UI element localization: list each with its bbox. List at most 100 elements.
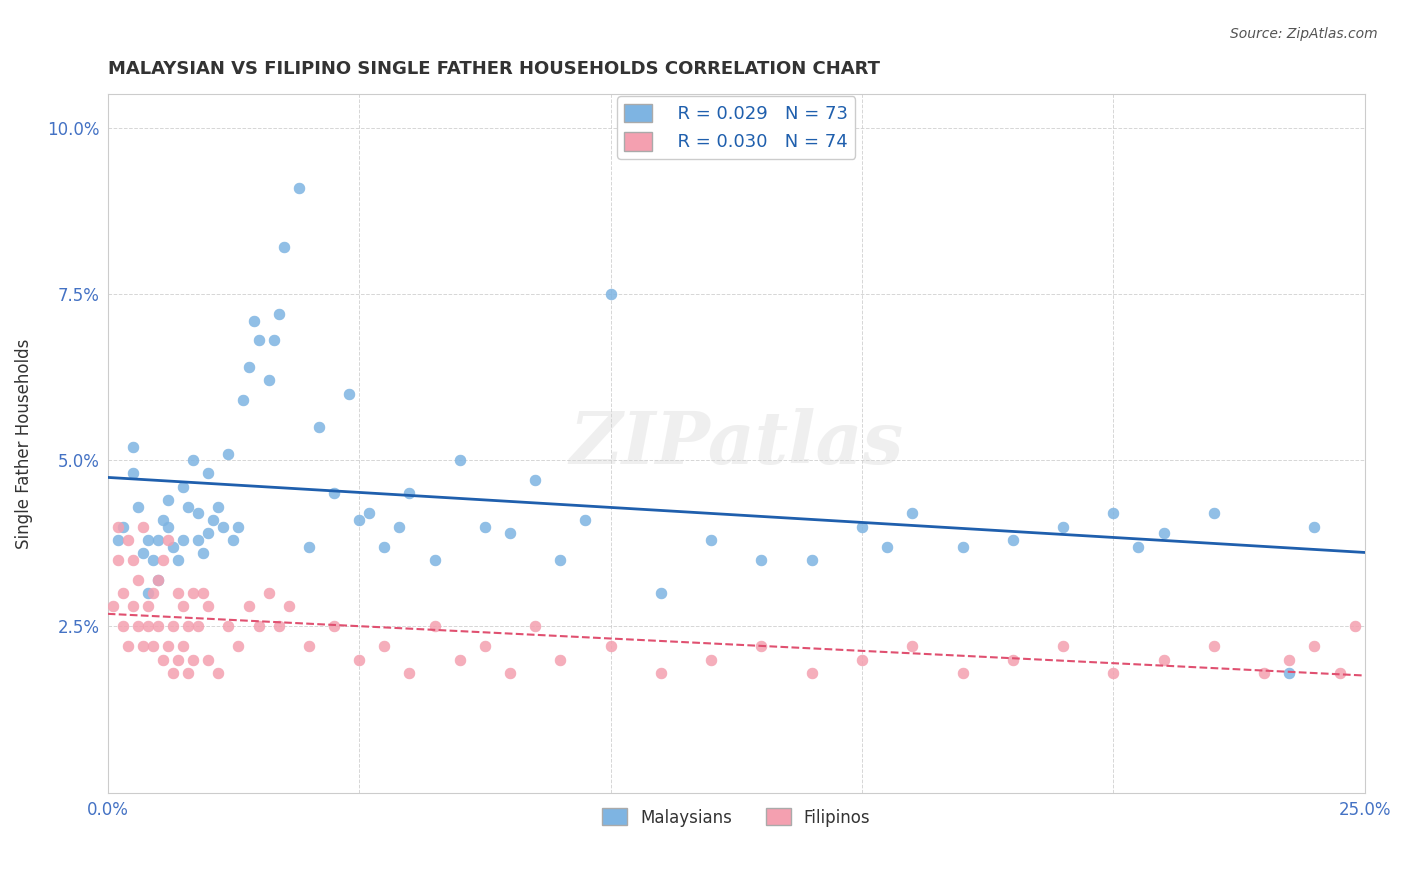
Point xyxy=(121,440,143,454)
Point xyxy=(257,586,280,600)
Text: Source: ZipAtlas.com: Source: ZipAtlas.com xyxy=(1230,27,1378,41)
Point xyxy=(388,519,411,533)
Point xyxy=(177,665,200,680)
Point xyxy=(157,493,180,508)
Point xyxy=(121,467,143,481)
Point xyxy=(121,599,143,614)
Point xyxy=(474,519,496,533)
Point xyxy=(127,573,149,587)
Point xyxy=(373,540,395,554)
Point xyxy=(1052,519,1074,533)
Point xyxy=(1102,507,1125,521)
Point xyxy=(1329,665,1351,680)
Point xyxy=(157,640,180,654)
Point xyxy=(700,653,723,667)
Point xyxy=(308,420,330,434)
Point xyxy=(142,640,165,654)
Point xyxy=(157,519,180,533)
Point xyxy=(1001,533,1024,547)
Point xyxy=(152,653,174,667)
Point xyxy=(1278,653,1301,667)
Point xyxy=(1303,640,1326,654)
Point xyxy=(298,640,321,654)
Point xyxy=(574,513,596,527)
Point xyxy=(107,533,129,547)
Point xyxy=(212,519,235,533)
Point xyxy=(121,553,143,567)
Point xyxy=(167,553,190,567)
Point xyxy=(142,586,165,600)
Point xyxy=(700,533,723,547)
Point xyxy=(263,334,285,348)
Point xyxy=(1253,665,1275,680)
Point xyxy=(172,480,194,494)
Point xyxy=(111,619,134,633)
Point xyxy=(1153,526,1175,541)
Point xyxy=(127,500,149,514)
Point xyxy=(1278,665,1301,680)
Point xyxy=(136,533,159,547)
Text: ZIPatlas: ZIPatlas xyxy=(569,408,903,479)
Point xyxy=(359,507,381,521)
Point xyxy=(650,586,672,600)
Point xyxy=(181,586,204,600)
Point xyxy=(423,553,446,567)
Point xyxy=(1128,540,1150,554)
Point xyxy=(398,665,420,680)
Point xyxy=(187,619,209,633)
Point xyxy=(800,553,823,567)
Point xyxy=(167,653,190,667)
Point xyxy=(197,526,219,541)
Point xyxy=(474,640,496,654)
Point xyxy=(107,519,129,533)
Point xyxy=(599,640,621,654)
Point xyxy=(177,619,200,633)
Point xyxy=(132,640,155,654)
Point xyxy=(323,619,346,633)
Point xyxy=(136,586,159,600)
Point xyxy=(238,360,260,375)
Point xyxy=(207,665,229,680)
Point xyxy=(650,665,672,680)
Point xyxy=(167,586,190,600)
Point xyxy=(449,453,471,467)
Point xyxy=(273,240,295,254)
Point xyxy=(146,573,169,587)
Point xyxy=(323,486,346,500)
Point xyxy=(1153,653,1175,667)
Point xyxy=(952,665,974,680)
Point xyxy=(232,393,254,408)
Point xyxy=(117,533,139,547)
Point xyxy=(1344,619,1367,633)
Point xyxy=(267,307,290,321)
Point xyxy=(111,519,134,533)
Point xyxy=(146,573,169,587)
Legend: Malaysians, Filipinos: Malaysians, Filipinos xyxy=(595,802,877,833)
Point xyxy=(524,473,547,487)
Point xyxy=(347,513,370,527)
Point xyxy=(217,619,239,633)
Point xyxy=(162,665,184,680)
Point xyxy=(142,553,165,567)
Point xyxy=(524,619,547,633)
Point xyxy=(1303,519,1326,533)
Point xyxy=(117,640,139,654)
Point xyxy=(548,553,571,567)
Point xyxy=(238,599,260,614)
Point xyxy=(228,519,250,533)
Point xyxy=(247,619,270,633)
Point xyxy=(181,653,204,667)
Point xyxy=(952,540,974,554)
Point xyxy=(423,619,446,633)
Point xyxy=(172,599,194,614)
Text: MALAYSIAN VS FILIPINO SINGLE FATHER HOUSEHOLDS CORRELATION CHART: MALAYSIAN VS FILIPINO SINGLE FATHER HOUS… xyxy=(108,60,880,78)
Point xyxy=(187,507,209,521)
Point xyxy=(181,453,204,467)
Point xyxy=(162,540,184,554)
Point xyxy=(172,533,194,547)
Point xyxy=(242,313,264,327)
Point xyxy=(1052,640,1074,654)
Point xyxy=(1202,640,1225,654)
Point xyxy=(599,287,621,301)
Y-axis label: Single Father Households: Single Father Households xyxy=(15,338,32,549)
